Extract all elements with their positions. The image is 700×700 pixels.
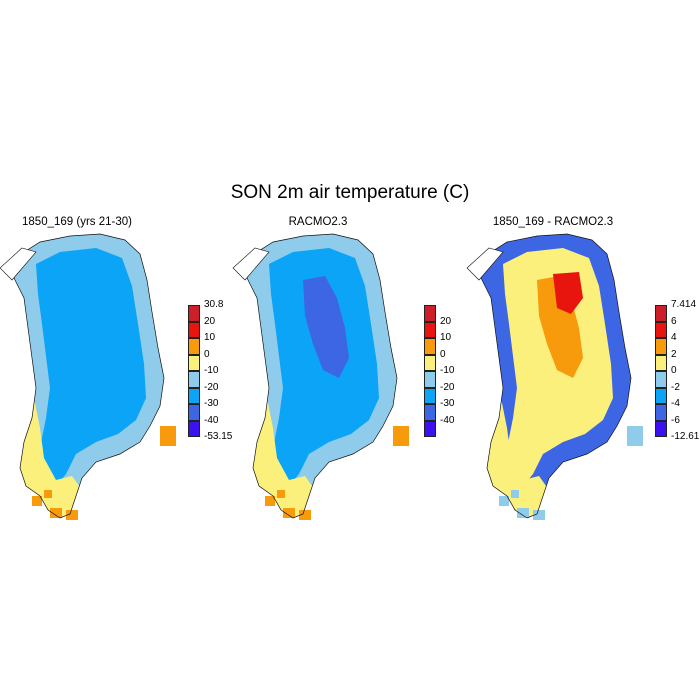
colorbar-segment — [188, 305, 200, 322]
colorbar-segment — [424, 371, 436, 388]
island-cell — [393, 426, 409, 446]
coastline — [13, 233, 165, 519]
panel-2-title: RACMO2.3 — [288, 216, 348, 228]
colorbar-tick-label: 6 — [671, 315, 677, 327]
colorbar-segment — [188, 387, 200, 404]
colorbar-segment — [424, 420, 436, 437]
colorbar-segment — [188, 371, 200, 388]
colorbar-tick-label: -10 — [440, 365, 455, 376]
colorbar-tick-label: -20 — [440, 381, 455, 393]
colorbar-segment — [655, 371, 667, 388]
island-cell — [160, 426, 176, 446]
colorbar-tick-label: 2 — [671, 348, 677, 360]
colorbar-tick-label: 7.414 — [671, 299, 697, 310]
colorbar-tick-label: -4 — [671, 398, 680, 409]
colorbar-tick-label: 4 — [671, 332, 677, 343]
colorbar-tick-label: -12.61 — [671, 431, 700, 442]
colorbar-tick-label: -6 — [671, 414, 680, 426]
edge-cells — [265, 490, 311, 520]
colorbar-tick-label: 10 — [204, 332, 216, 343]
core-fill — [303, 276, 349, 378]
colorbar-tick-label: 30.8 — [204, 299, 224, 310]
colorbar-segment — [655, 404, 667, 421]
colorbar-segment — [188, 354, 200, 371]
ellesmere-gap — [232, 247, 270, 281]
colorbar-segment — [655, 354, 667, 371]
colorbar-tick-label: -53.15 — [204, 431, 233, 442]
panel-1-colorbar: -53.15 -40 -30 -20 -10 0 10 20 30.8 — [188, 300, 232, 442]
interior-fill — [36, 248, 146, 486]
ellesmere-gap — [0, 247, 37, 281]
colorbar-tick-label: 0 — [440, 348, 446, 360]
south-fill — [18, 398, 82, 518]
edge-cells — [499, 490, 545, 520]
panel-3-title: 1850_169 - RACMO2.3 — [492, 216, 614, 228]
colorbar-segment — [424, 338, 436, 355]
edge-cells — [32, 490, 78, 520]
panel-1-title: 1850_169 (yrs 21-30) — [22, 216, 132, 228]
panel-1-map — [0, 233, 176, 520]
panel-2-colorbar: -40 -30 -20 -10 0 10 20 — [424, 305, 454, 437]
colorbar-segment — [655, 305, 667, 322]
colorbar-tick-label: -40 — [440, 414, 455, 426]
colorbar-segment — [655, 420, 667, 437]
colorbar-segment — [424, 321, 436, 338]
colorbar-tick-label: 0 — [204, 348, 210, 360]
colorbar-segment — [424, 387, 436, 404]
colorbar-segment — [655, 387, 667, 404]
colorbar-segment — [188, 338, 200, 355]
colorbar-tick-label: 0 — [671, 365, 677, 376]
colorbar-segment — [424, 354, 436, 371]
colorbar-segment — [424, 305, 436, 322]
colorbar-tick-label: 10 — [440, 332, 452, 343]
colorbar-tick-label: 20 — [204, 315, 216, 327]
colorbar-segment — [655, 338, 667, 355]
south-fill — [251, 398, 315, 518]
island-cell — [627, 426, 643, 446]
colorbar-tick-label: -10 — [204, 365, 219, 376]
figure-title: SON 2m air temperature (C) — [230, 182, 470, 203]
hot-fill — [553, 272, 583, 314]
south-fill — [485, 398, 549, 518]
colorbar-segment — [188, 404, 200, 421]
colorbar-tick-label: -20 — [204, 381, 219, 393]
colorbar-tick-label: -30 — [440, 398, 455, 409]
ellesmere-gap — [466, 247, 504, 281]
panel-3-colorbar: -12.61 -6 -4 -2 0 2 4 6 7.414 — [655, 300, 699, 442]
colorbar-tick-label: -30 — [204, 398, 219, 409]
coastline — [246, 233, 398, 519]
colorbar-segment — [655, 321, 667, 338]
colorbar-segment — [188, 420, 200, 437]
panel-2-map — [232, 233, 409, 520]
colorbar-segment — [424, 404, 436, 421]
coastline — [480, 233, 632, 519]
colorbar-tick-label: -40 — [204, 414, 219, 426]
colorbar-segment — [188, 321, 200, 338]
panel-3-map — [466, 233, 643, 520]
colorbar-tick-label: 20 — [440, 315, 452, 327]
colorbar-tick-label: -2 — [671, 381, 680, 393]
